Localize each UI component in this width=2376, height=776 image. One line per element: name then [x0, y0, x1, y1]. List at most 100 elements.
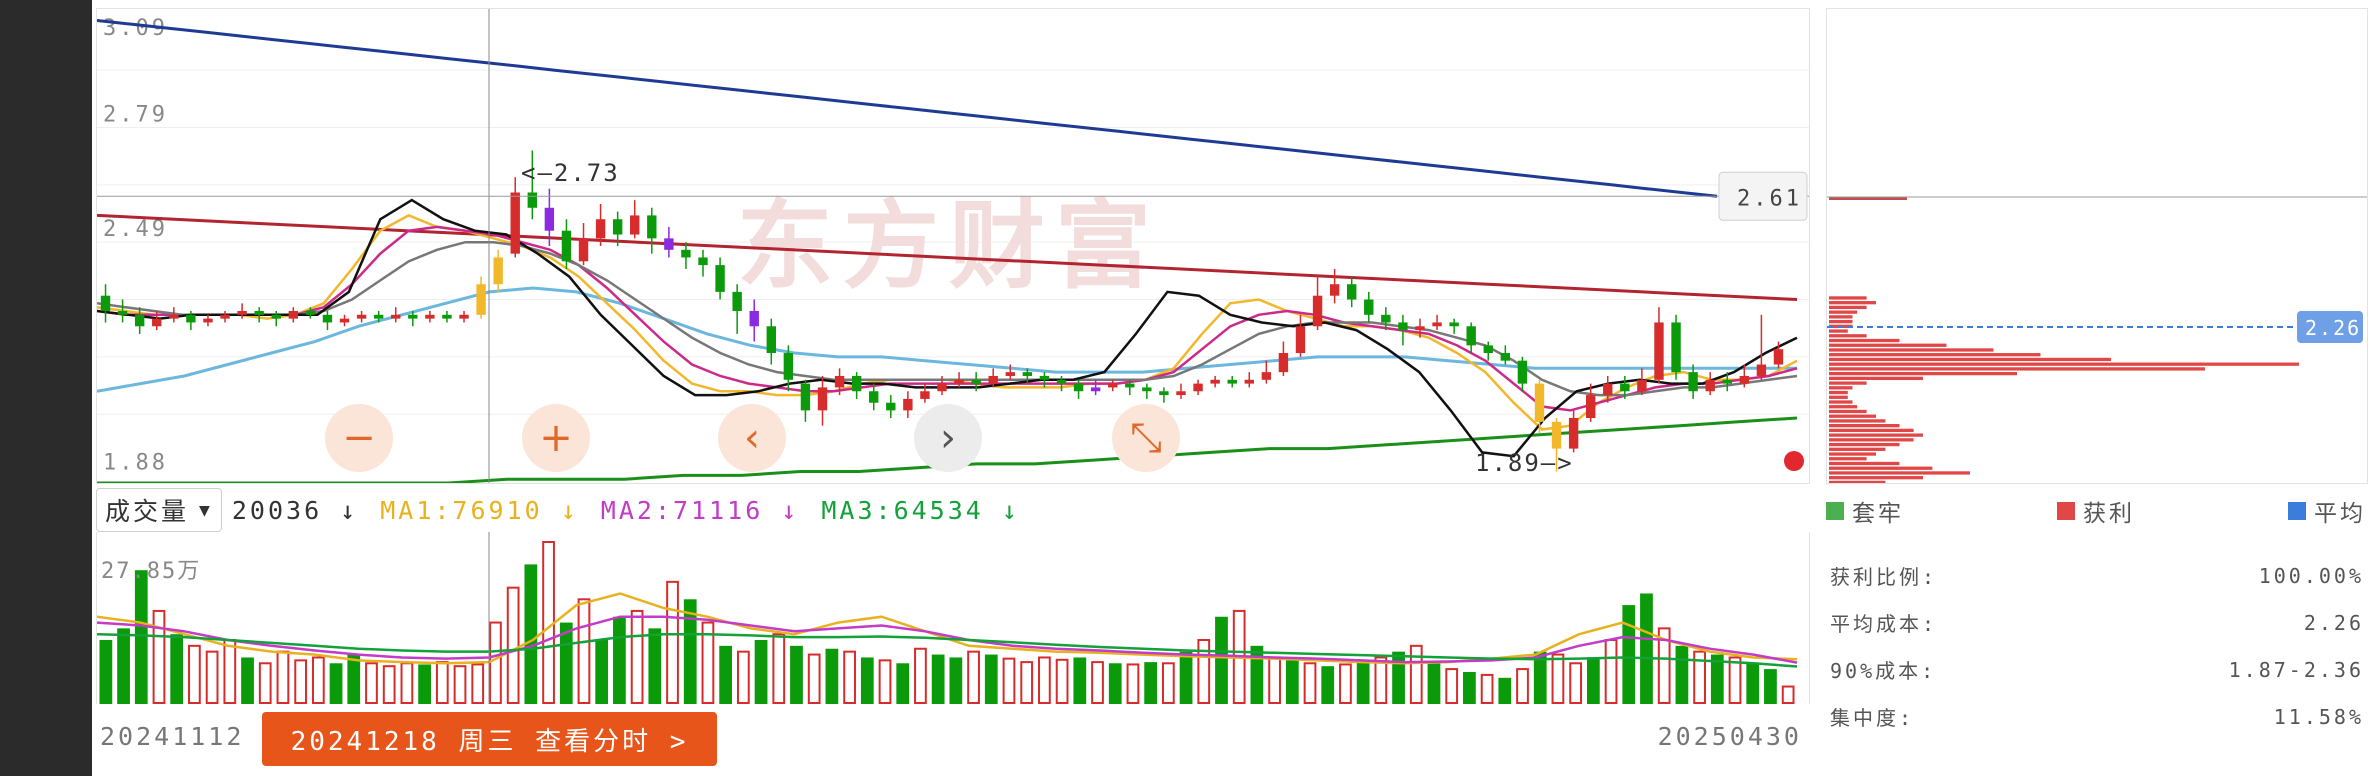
zoom-in-button[interactable]: +	[522, 404, 590, 472]
candle-body	[237, 310, 247, 315]
y-tick-label: 3.09	[103, 16, 168, 41]
date-tooltip-button[interactable]: 20241218 周三 查看分时 >	[262, 712, 717, 766]
chip-legend: 套牢 获利 平均	[1826, 494, 2366, 528]
chip-bar	[1829, 461, 1900, 466]
candle-body	[339, 318, 350, 323]
chip-bar	[1829, 438, 1914, 442]
volume-ma2: MA2:71116 ↓	[600, 495, 800, 525]
candle-body	[1022, 372, 1033, 376]
candle-body	[1347, 284, 1357, 300]
stat-row: 平均成本: 2.26	[1830, 599, 2364, 646]
candle-body	[391, 314, 401, 319]
legend-profit: 获利	[2057, 494, 2135, 528]
volume-bar	[648, 628, 662, 704]
left-dark-bar	[0, 0, 92, 776]
candle-body	[1517, 360, 1528, 384]
volume-bar	[984, 654, 998, 704]
candle-body	[1466, 326, 1476, 346]
candle-body	[1193, 383, 1203, 392]
plus-icon: +	[539, 415, 573, 461]
chip-bar	[1829, 471, 1970, 475]
price-chart-svg[interactable]: 东方财富 3.09 2.79 2.49 1.88 2.61 <—2.73 1.89—>	[96, 9, 1809, 485]
high-marker: <—2.73	[521, 159, 620, 187]
candle-body	[1227, 379, 1237, 384]
candle-body	[1722, 379, 1732, 384]
volume-bar	[99, 640, 113, 704]
chip-bar	[1829, 371, 2017, 376]
volume-bar	[453, 665, 467, 705]
candle-body	[1688, 372, 1698, 392]
shrink-button[interactable]: ⤡	[1112, 404, 1180, 472]
candle-body	[715, 265, 725, 292]
chip-bar	[1829, 386, 1853, 390]
chip-bar	[1829, 442, 1900, 447]
volume-bar	[1179, 651, 1193, 704]
indicator-select[interactable]: 成交量 ▼	[96, 488, 222, 532]
chip-bar	[1829, 428, 1914, 433]
chip-bar	[1829, 348, 1994, 352]
series-line-MA-gray	[96, 240, 1798, 397]
candle-body	[749, 310, 759, 327]
shrink-icon: ⤡	[1130, 415, 1162, 461]
volume-chart-svg[interactable]: 27.85万	[96, 532, 1809, 705]
candle-body	[305, 310, 316, 315]
candle-body	[1756, 364, 1767, 376]
candle-body	[886, 402, 896, 411]
candle-body	[254, 310, 264, 315]
volume-bar	[1710, 654, 1724, 704]
volume-bar	[1586, 657, 1600, 704]
zoom-out-button[interactable]: −	[325, 404, 393, 472]
volume-bar	[1055, 658, 1069, 704]
volume-bar	[1161, 662, 1175, 704]
legend-swatch	[2057, 502, 2075, 520]
stat-row: 获利比例: 100.00%	[1830, 552, 2364, 599]
candle-body	[612, 219, 623, 235]
candle-body	[1568, 418, 1579, 449]
candle-body	[954, 379, 964, 384]
chip-distribution-panel: 2.26	[1826, 8, 2368, 489]
volume-bar	[1657, 627, 1671, 704]
volume-bar	[400, 662, 414, 704]
volume-ma-line	[96, 632, 1798, 668]
prev-button[interactable]: ‹	[718, 404, 786, 472]
chip-bar	[1829, 376, 1923, 381]
candle-body	[1176, 391, 1186, 396]
volume-bar	[524, 564, 538, 704]
chevron-right-icon: ›	[940, 415, 956, 461]
current-price-box	[1718, 171, 1808, 221]
volume-bar	[1002, 657, 1016, 704]
candle-body	[1432, 322, 1442, 327]
candle-body	[1210, 379, 1220, 384]
volume-bar	[170, 634, 184, 704]
series-line-dark-blue	[96, 19, 1718, 198]
chip-bar	[1829, 433, 1923, 437]
volume-bar	[790, 645, 803, 704]
date-start-label: 20241112	[100, 722, 245, 751]
candle-body	[647, 215, 657, 239]
volume-bar	[1144, 662, 1158, 704]
volume-bar	[1285, 660, 1299, 704]
volume-bar	[1604, 639, 1618, 705]
volume-chart-panel[interactable]: 27.85万	[96, 532, 1810, 705]
chip-bar	[1829, 466, 1933, 470]
volume-bar	[719, 645, 733, 704]
stat-row: 90%成本: 1.87-2.36	[1830, 646, 2364, 693]
volume-bar	[1356, 662, 1370, 704]
volume-bar	[1746, 663, 1760, 704]
next-button[interactable]: ›	[914, 404, 982, 472]
volume-ma1: MA1:76910 ↓	[380, 495, 579, 525]
candle-body	[373, 314, 384, 319]
chip-bar	[1829, 424, 1900, 428]
legend-swatch	[1826, 502, 1844, 520]
candle-body	[595, 219, 606, 239]
volume-bar	[1445, 668, 1459, 704]
candle-body	[732, 291, 742, 311]
volume-bar	[1091, 661, 1104, 704]
chip-bar	[1829, 343, 1947, 347]
chip-bar	[1829, 414, 1876, 418]
series-line-MA-magenta	[96, 225, 1798, 412]
chip-price-label: 2.26	[2305, 316, 2361, 340]
volume-bar	[896, 663, 910, 704]
volume-bar	[1250, 645, 1264, 704]
chip-stats: 获利比例: 100.00% 平均成本: 2.26 90%成本: 1.87-2.36 集…	[1830, 552, 2364, 740]
